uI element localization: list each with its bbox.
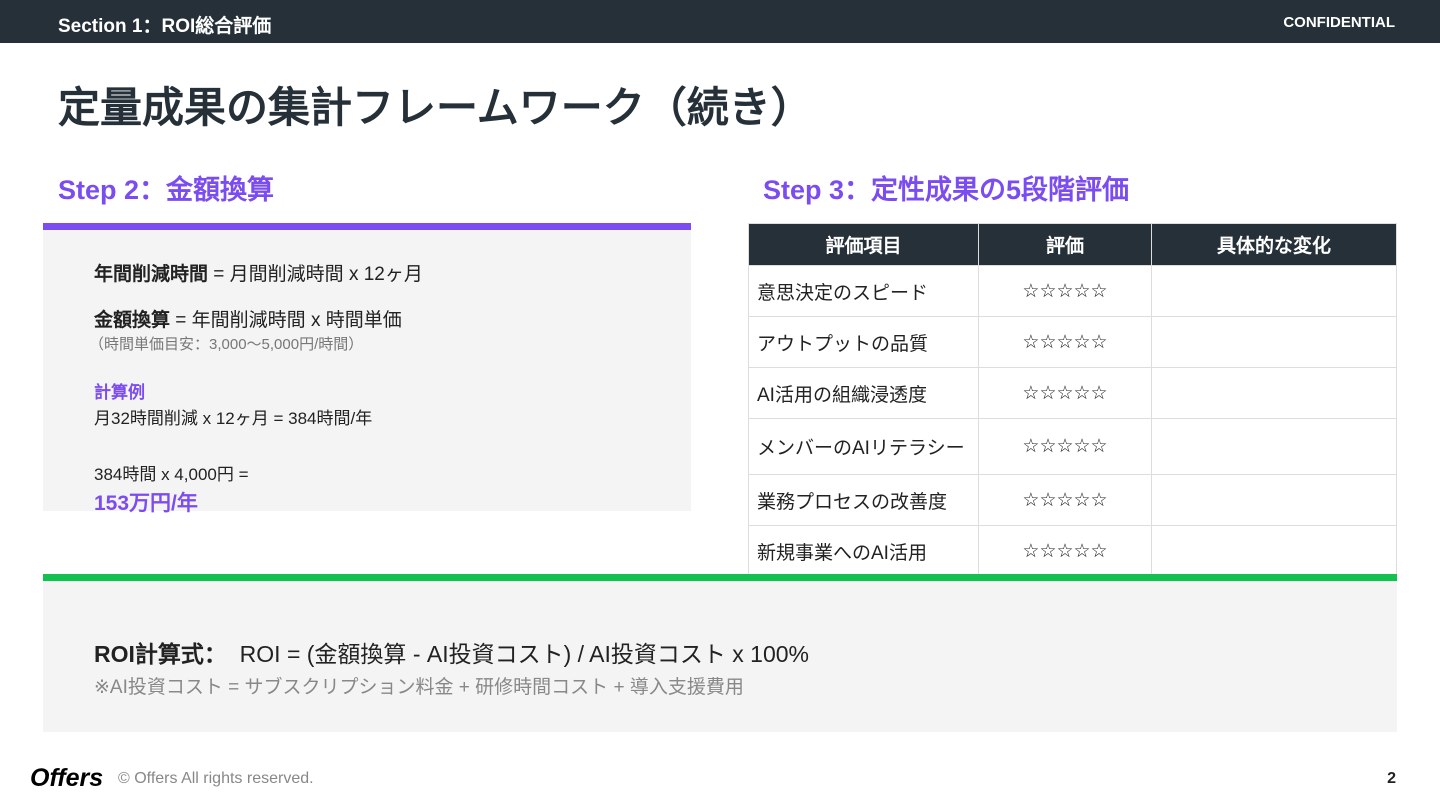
table-row: 新規事業へのAI活用 ☆☆☆☆☆	[748, 525, 1397, 577]
cell-rating: ☆☆☆☆☆	[978, 316, 1152, 368]
formula-annual: 年間削減時間 = 月間削減時間 x 12ヶ月	[94, 264, 423, 285]
page-title: 定量成果の集計フレームワーク（続き）	[58, 84, 813, 131]
example-line1: 月32時間削減 x 12ヶ月 = 384時間/年	[94, 409, 373, 428]
example-result: 153万円/年	[94, 492, 198, 515]
page-number: 2	[1387, 770, 1396, 787]
offers-logo: Offers	[30, 764, 104, 792]
cell-change	[1151, 525, 1397, 577]
column-header: 具体的な変化	[1151, 223, 1397, 266]
cell-rating: ☆☆☆☆☆	[978, 474, 1152, 526]
table-row: メンバーのAIリテラシー ☆☆☆☆☆	[748, 418, 1397, 475]
cell-item: 意思決定のスピード	[748, 265, 979, 317]
cell-rating: ☆☆☆☆☆	[978, 367, 1152, 419]
cell-rating: ☆☆☆☆☆	[978, 265, 1152, 317]
top-bar: Section 1：ROI総合評価 CONFIDENTIAL	[0, 0, 1440, 43]
cell-change	[1151, 418, 1397, 475]
example-line2: 384時間 x 4,000円 =	[94, 465, 249, 484]
cell-change	[1151, 265, 1397, 317]
cell-change	[1151, 367, 1397, 419]
step2-panel: 年間削減時間 = 月間削減時間 x 12ヶ月 金額換算 = 年間削減時間 x 時…	[43, 223, 691, 515]
example-label: 計算例	[94, 383, 145, 402]
table-row: 意思決定のスピード ☆☆☆☆☆	[748, 265, 1397, 317]
roi-note: ※AI投資コスト = サブスクリプション料金 + 研修時間コスト + 導入支援費…	[94, 677, 744, 698]
column-header: 評価項目	[748, 223, 979, 266]
roi-panel: ROI計算式： ROI = (金額換算 - AI投資コスト) / AI投資コスト…	[43, 574, 1397, 732]
cell-change	[1151, 474, 1397, 526]
step2-heading: Step 2：金額換算	[58, 175, 275, 205]
column-header: 評価	[978, 223, 1152, 266]
table-row: AI活用の組織浸透度 ☆☆☆☆☆	[748, 367, 1397, 419]
cell-item: 新規事業へのAI活用	[748, 525, 979, 577]
table-row: 業務プロセスの改善度 ☆☆☆☆☆	[748, 474, 1397, 526]
cell-item: アウトプットの品質	[748, 316, 979, 368]
formula-amount: 金額換算 = 年間削減時間 x 時間単価	[94, 310, 402, 331]
cell-change	[1151, 316, 1397, 368]
copyright: © Offers All rights reserved.	[118, 770, 314, 787]
cell-item: メンバーのAIリテラシー	[748, 418, 979, 475]
step3-heading: Step 3：定性成果の5段階評価	[763, 175, 1130, 205]
evaluation-table: 評価項目 評価 具体的な変化 意思決定のスピード ☆☆☆☆☆ アウトプットの品質 ☆☆…	[748, 223, 1397, 577]
roi-formula: ROI計算式： ROI = (金額換算 - AI投資コスト) / AI投資コスト…	[94, 641, 810, 667]
cell-rating: ☆☆☆☆☆	[978, 525, 1152, 577]
cell-item: 業務プロセスの改善度	[748, 474, 979, 526]
confidential-label: CONFIDENTIAL	[1283, 14, 1395, 31]
cell-item: AI活用の組織浸透度	[748, 367, 979, 419]
cell-rating: ☆☆☆☆☆	[978, 418, 1152, 475]
table-row: アウトプットの品質 ☆☆☆☆☆	[748, 316, 1397, 368]
rate-note: （時間単価目安：3,000〜5,000円/時間）	[89, 336, 364, 353]
section-label: Section 1：ROI総合評価	[58, 16, 272, 37]
